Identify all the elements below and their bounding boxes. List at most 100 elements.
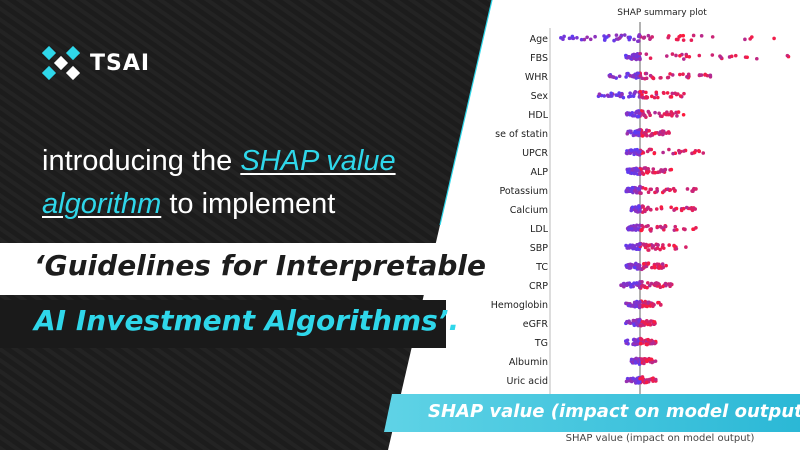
shap-point xyxy=(656,243,660,247)
shap-point xyxy=(656,300,660,305)
title-banner-dark: AI Investment Algorithms’. xyxy=(0,300,459,348)
shap-point xyxy=(634,261,638,266)
shap-point xyxy=(648,73,653,78)
banner-line-1: ‘Guidelines for Interpretable xyxy=(34,249,486,282)
shap-point xyxy=(692,150,697,155)
shap-point xyxy=(625,320,629,324)
shap-point xyxy=(681,227,686,231)
shap-point xyxy=(619,283,623,288)
shap-point xyxy=(647,377,652,382)
shap-point xyxy=(642,262,646,266)
shap-point xyxy=(633,113,637,118)
shap-point xyxy=(654,207,659,211)
shap-point xyxy=(648,37,652,41)
shap-point xyxy=(649,132,654,137)
shap-point xyxy=(650,360,654,365)
shap-point xyxy=(642,166,647,170)
shap-point xyxy=(634,281,639,285)
shap-point xyxy=(641,303,646,308)
shap-point xyxy=(623,339,628,343)
shap-point xyxy=(646,281,650,285)
shap-point xyxy=(668,72,672,76)
shap-point xyxy=(669,167,674,172)
shap-point xyxy=(678,33,683,38)
shap-point xyxy=(684,245,688,249)
shap-point xyxy=(678,94,683,98)
shap-point xyxy=(668,282,673,286)
shap-point xyxy=(657,264,662,269)
shap-point xyxy=(630,185,635,190)
shap-point xyxy=(646,223,650,228)
shap-point xyxy=(755,56,759,61)
shap-point xyxy=(650,35,654,39)
shap-point xyxy=(606,94,611,99)
feature-label: CRP xyxy=(529,281,548,292)
shap-point xyxy=(617,74,622,79)
shap-point xyxy=(629,208,634,213)
feature-label: Calcium xyxy=(510,205,548,216)
shap-point xyxy=(676,110,681,114)
shap-point xyxy=(653,377,658,382)
shap-point xyxy=(654,90,659,95)
shap-point xyxy=(632,75,636,79)
shap-point xyxy=(640,284,644,288)
feature-label: LDL xyxy=(530,224,549,235)
shap-point xyxy=(638,73,643,78)
shap-point xyxy=(661,169,665,174)
plot-title: SHAP summary plot xyxy=(617,8,707,18)
shap-point xyxy=(642,35,647,40)
shap-point xyxy=(645,319,649,323)
shap-point xyxy=(665,75,670,80)
shap-point xyxy=(638,89,643,94)
shap-point xyxy=(689,38,694,43)
shap-point xyxy=(652,151,657,156)
shap-point xyxy=(637,263,642,268)
shap-point xyxy=(561,37,565,42)
shap-point xyxy=(669,110,674,114)
shap-point xyxy=(658,224,663,229)
shap-point xyxy=(643,321,647,326)
shap-point xyxy=(662,91,666,95)
tsai-logo-icon xyxy=(42,46,80,80)
shap-point xyxy=(611,75,616,79)
shap-point xyxy=(647,283,652,288)
banner-line-2: AI Investment Algorithms’. xyxy=(34,304,460,337)
shap-point xyxy=(637,304,642,308)
shap-point xyxy=(646,33,651,38)
shap-point xyxy=(649,207,653,212)
shap-point xyxy=(662,189,666,193)
shap-point xyxy=(638,56,642,61)
feature-label: WHR xyxy=(525,72,549,83)
shap-point xyxy=(630,226,634,231)
shap-point xyxy=(772,36,776,41)
shap-point xyxy=(631,133,636,138)
shap-point xyxy=(631,56,636,60)
shap-point xyxy=(650,341,654,346)
shap-point xyxy=(652,320,657,324)
shap-point xyxy=(626,226,631,231)
shap-point xyxy=(673,91,677,96)
shap-point xyxy=(750,35,754,39)
shap-point xyxy=(633,89,638,94)
intro-prefix: introducing the xyxy=(42,145,241,177)
shap-point xyxy=(628,129,632,133)
shap-point xyxy=(645,285,649,290)
shap-point xyxy=(649,319,653,323)
shap-point xyxy=(625,188,629,192)
shap-point xyxy=(617,91,621,95)
shap-point xyxy=(626,170,630,174)
shap-point xyxy=(679,208,684,213)
shap-point xyxy=(623,53,628,58)
shap-point xyxy=(632,227,637,231)
shap-point xyxy=(635,300,640,305)
shap-point xyxy=(674,53,678,58)
shap-point xyxy=(641,90,645,94)
shap-point xyxy=(637,318,641,323)
shap-point xyxy=(633,186,638,190)
shap-point xyxy=(684,54,689,59)
shap-point xyxy=(647,243,652,247)
shap-point xyxy=(638,379,642,384)
shap-point xyxy=(628,35,632,40)
shap-point xyxy=(648,227,652,232)
